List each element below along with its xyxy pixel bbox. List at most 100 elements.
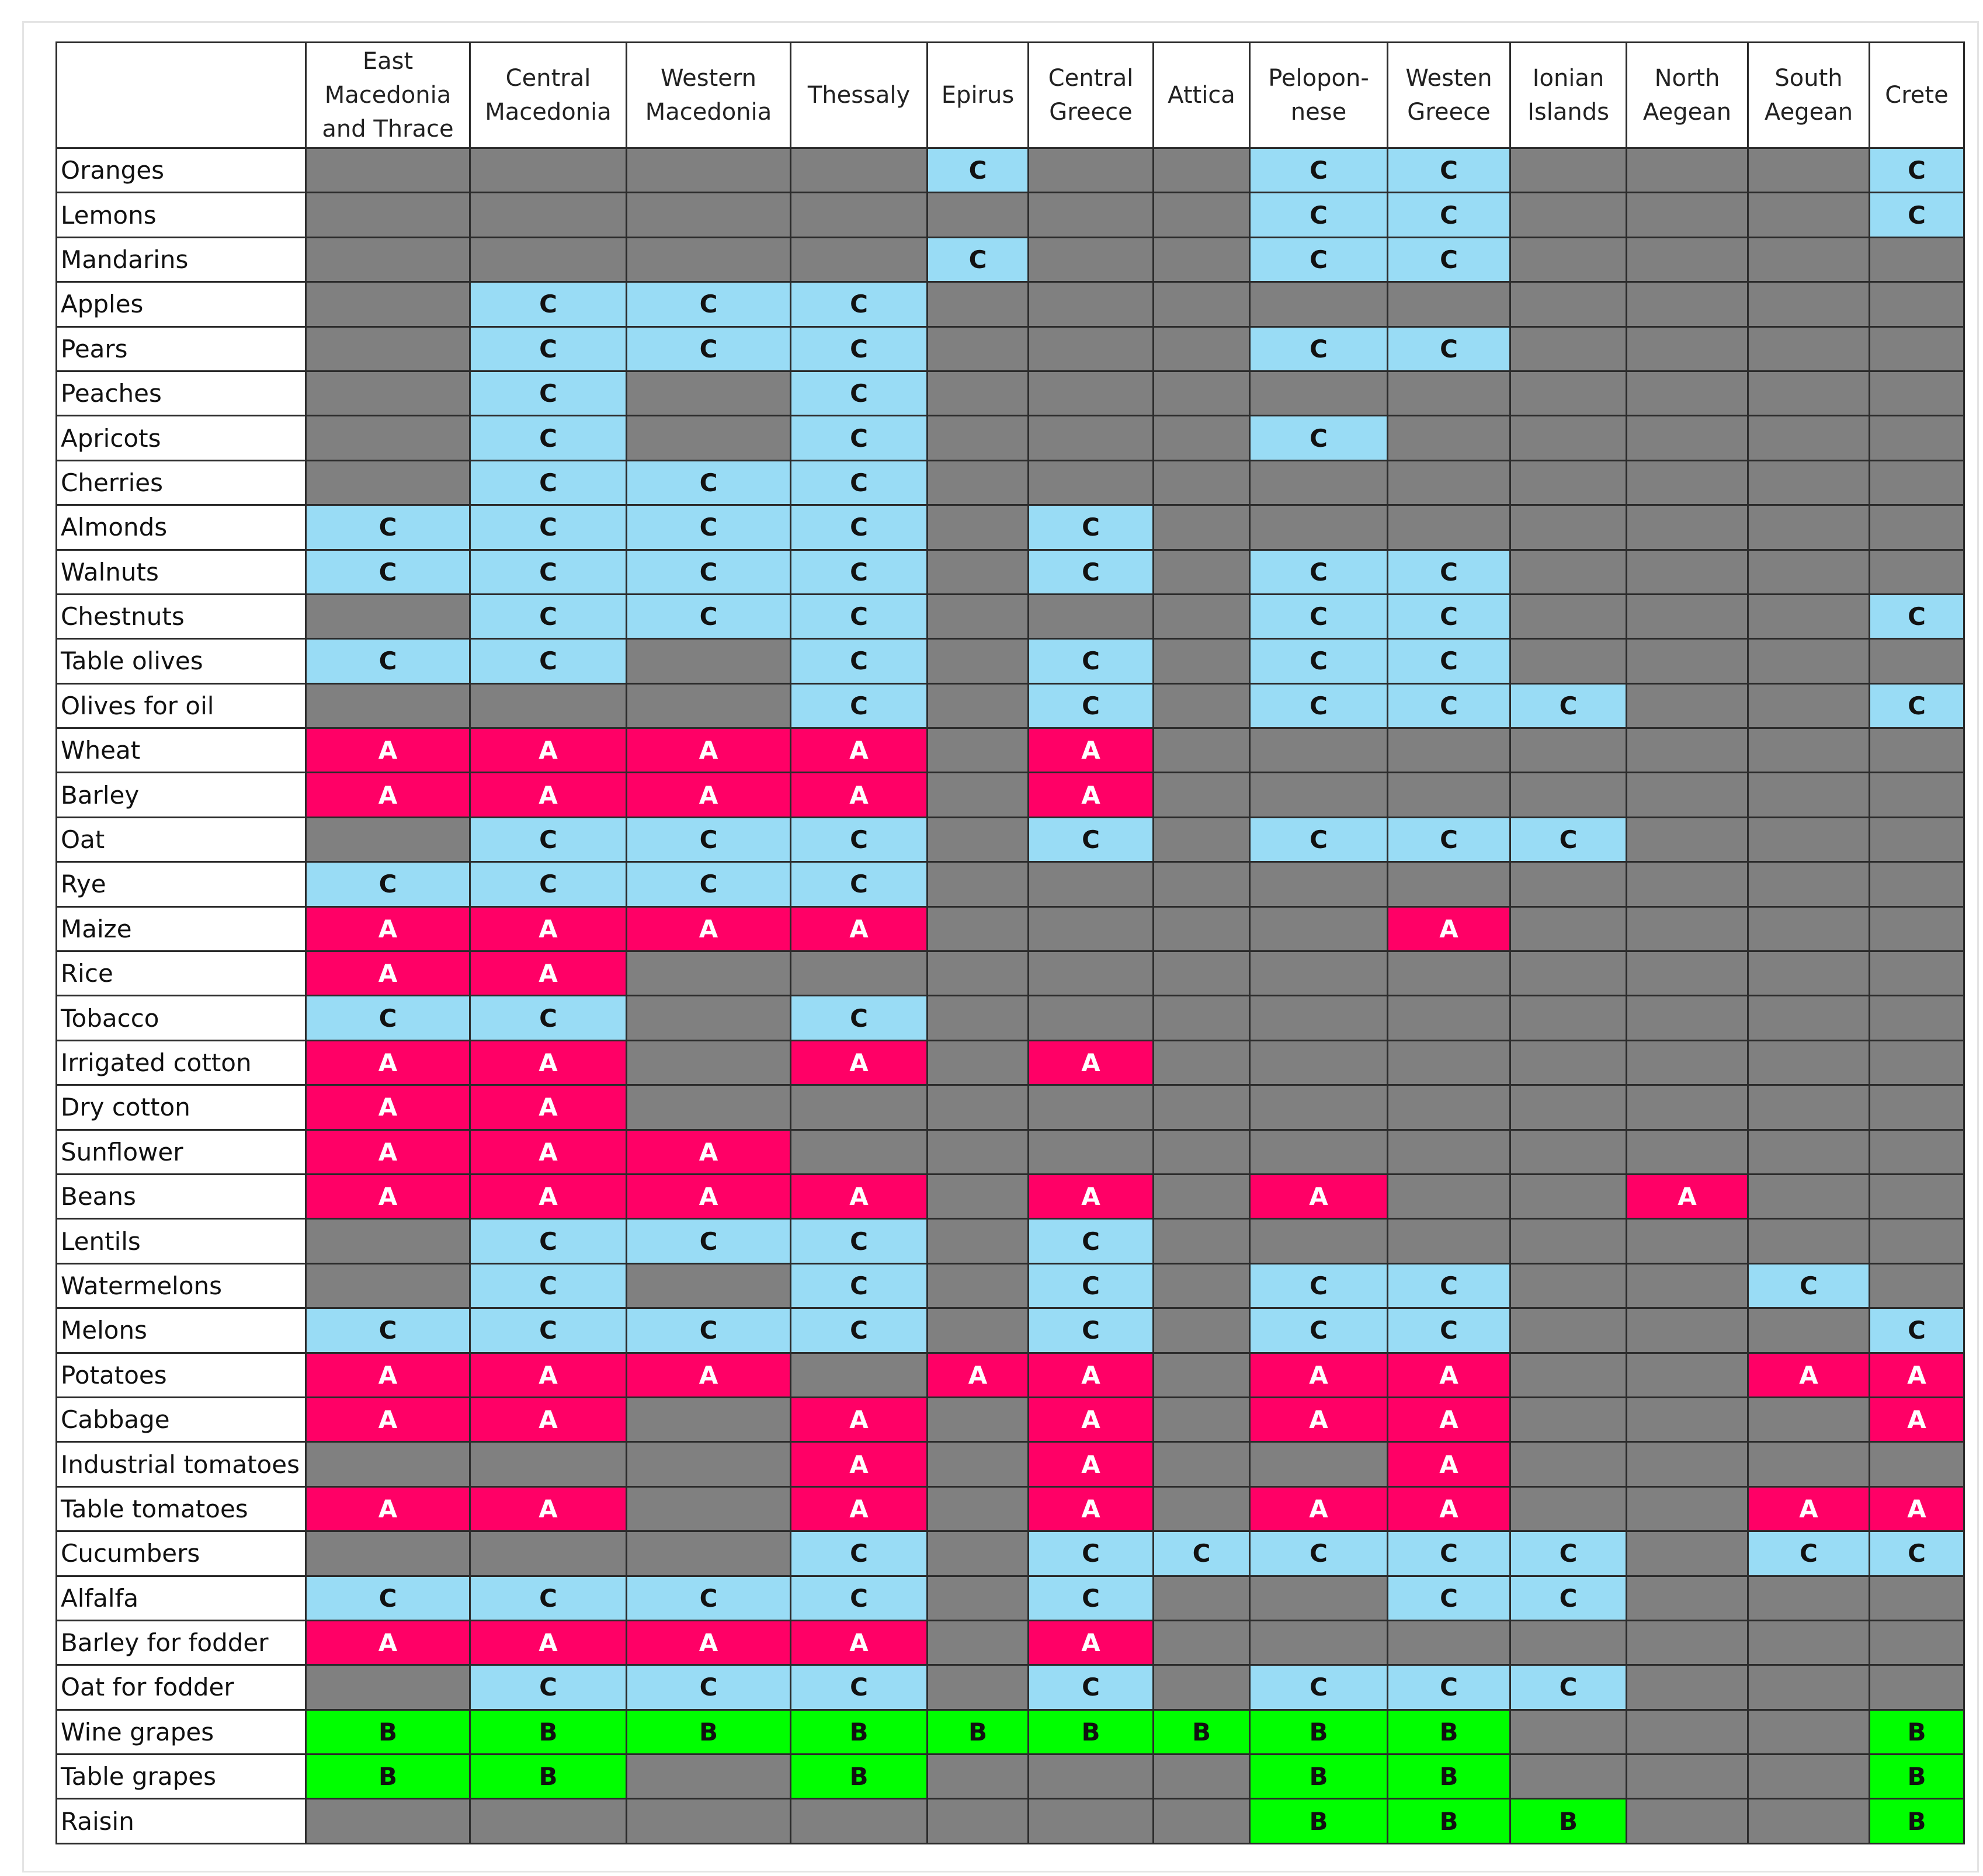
cell: C (1027, 1575, 1154, 1621)
cell (1509, 1307, 1627, 1354)
cell (1249, 772, 1388, 818)
row-label: Cucumbers (55, 1530, 307, 1577)
cell (626, 1084, 791, 1131)
cell (926, 861, 1029, 908)
header-row: East Macedonia and Thrace Central Macedon… (55, 41, 1965, 149)
table-row: Raisin B B B B (55, 1798, 1965, 1844)
cell (1869, 1664, 1965, 1711)
cell (305, 1262, 471, 1309)
cell (1027, 370, 1154, 417)
cell (1027, 593, 1154, 640)
cell: C (1249, 325, 1388, 372)
cell (1249, 1619, 1388, 1666)
cell: A (305, 1396, 471, 1443)
row-label: Barley (55, 772, 307, 818)
cell: A (790, 727, 928, 774)
cell: C (469, 1218, 627, 1264)
cell (1869, 861, 1965, 908)
cell (926, 638, 1029, 685)
cell (1747, 1708, 1870, 1756)
cell: B (1869, 1708, 1965, 1756)
cell: C (1387, 1307, 1511, 1354)
cell (469, 236, 627, 283)
cell (1027, 1798, 1154, 1844)
cell (790, 1352, 928, 1398)
column-header: Ionian Islands (1509, 41, 1627, 149)
cell (790, 1084, 928, 1131)
cell: C (790, 504, 928, 551)
cell (926, 1441, 1029, 1488)
cell: A (305, 905, 471, 953)
cell: A (790, 1173, 928, 1220)
cell (1747, 504, 1870, 551)
cell: A (626, 1619, 791, 1666)
row-label: Apples (55, 281, 307, 328)
cell (1387, 504, 1511, 551)
cell: B (1249, 1753, 1388, 1800)
cell (626, 192, 791, 238)
cell (1626, 1530, 1749, 1577)
cell (1869, 504, 1965, 551)
cell: C (790, 459, 928, 506)
column-header: Western Macedonia (626, 41, 791, 149)
cell (305, 147, 471, 194)
cell (1509, 638, 1627, 685)
cell (626, 1396, 791, 1443)
cell (1509, 1218, 1627, 1264)
cell (1152, 1575, 1251, 1621)
column-header: Thessaly (790, 41, 928, 149)
cell (1626, 950, 1749, 997)
cell: C (469, 638, 627, 685)
cell: B (1387, 1798, 1511, 1844)
cell (1152, 1039, 1251, 1086)
cell: C (1027, 1530, 1154, 1577)
cell: C (469, 593, 627, 640)
cell (469, 147, 627, 194)
cell (1027, 325, 1154, 372)
cell (626, 1039, 791, 1086)
table-row: Rye C C C C (55, 861, 1965, 908)
table-row: Beans A A A A A A A (55, 1173, 1965, 1220)
cell (626, 370, 791, 417)
cell (626, 1262, 791, 1309)
table-row: Table olives C C C C C C (55, 638, 1965, 685)
cell: B (626, 1708, 791, 1756)
cell (1027, 995, 1154, 1041)
cell: C (1027, 1307, 1154, 1354)
cell: C (790, 325, 928, 372)
cell: A (1249, 1173, 1388, 1220)
cell (1869, 325, 1965, 372)
table-row: Olives for oil C C C C C C (55, 682, 1965, 729)
cell (1626, 593, 1749, 640)
cell (1509, 548, 1627, 595)
cell: C (1747, 1530, 1870, 1577)
cell: A (1027, 1173, 1154, 1220)
cell: C (305, 1307, 471, 1354)
cell (926, 548, 1029, 595)
row-label: Table olives (55, 638, 307, 685)
cell (1509, 504, 1627, 551)
cell: C (469, 1262, 627, 1309)
cell: A (305, 1173, 471, 1220)
cell: C (626, 548, 791, 595)
cell (1747, 459, 1870, 506)
cell: C (1747, 1262, 1870, 1309)
cell: C (790, 861, 928, 908)
cell (1249, 1575, 1388, 1621)
cell: C (1152, 1530, 1251, 1577)
cell (1152, 950, 1251, 997)
cell: C (1387, 325, 1511, 372)
cell (926, 816, 1029, 863)
cell: C (1249, 147, 1388, 194)
cell (1747, 772, 1870, 818)
cell: A (305, 1619, 471, 1666)
cell: A (1249, 1485, 1388, 1533)
row-label: Beans (55, 1173, 307, 1220)
cell: C (1387, 147, 1511, 194)
cell: B (1249, 1708, 1388, 1756)
cell (1027, 415, 1154, 461)
row-label: Table grapes (55, 1753, 307, 1800)
cell (926, 1664, 1029, 1711)
table-row: Pears C C C C C (55, 325, 1965, 372)
cell: A (469, 1084, 627, 1131)
